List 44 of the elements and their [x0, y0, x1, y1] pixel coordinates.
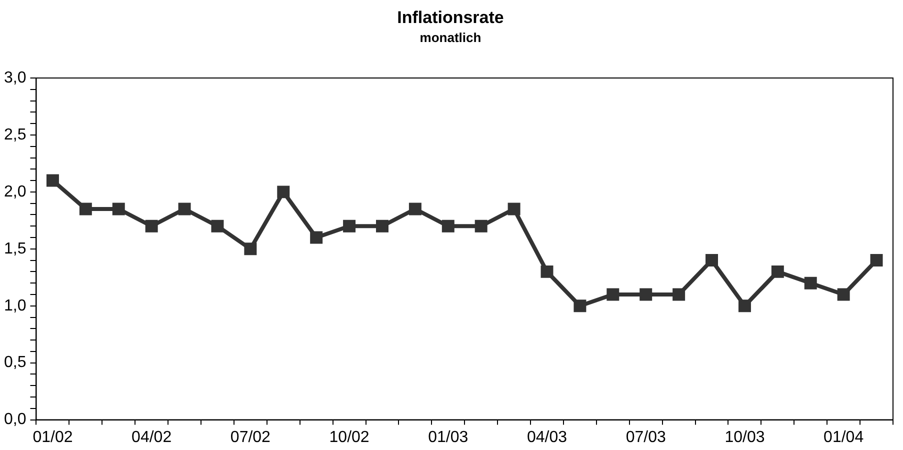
- point: [145, 220, 158, 232]
- point: [540, 265, 554, 278]
- y-tick-label: 2,5: [4, 126, 26, 144]
- point: [508, 202, 520, 216]
- point: [277, 186, 290, 198]
- point: [672, 288, 686, 301]
- x-tick-label: 04/02: [132, 428, 172, 446]
- point: [870, 254, 883, 267]
- x-tick-label: 01/02: [32, 428, 73, 446]
- chart-subtitle: monatlich: [420, 30, 482, 45]
- x-tick-label: 01/03: [428, 428, 468, 446]
- y-tick-label: 2,0: [4, 183, 26, 200]
- point: [79, 202, 92, 216]
- point: [574, 300, 586, 312]
- x-tick-label: 01/04: [824, 428, 864, 446]
- point: [112, 202, 125, 216]
- point: [211, 220, 224, 232]
- point: [244, 242, 257, 256]
- y-tick-label: 0,0: [4, 411, 26, 428]
- point: [738, 300, 751, 312]
- y-tick-label: 0,5: [4, 354, 26, 372]
- point: [837, 288, 850, 301]
- y-tick-label: 1,0: [4, 297, 26, 314]
- point: [442, 220, 454, 232]
- point: [178, 202, 191, 216]
- point: [408, 202, 422, 216]
- point: [310, 231, 323, 244]
- point: [46, 174, 59, 187]
- x-tick-label: 10/03: [724, 428, 765, 446]
- x-tick-label: 10/02: [329, 428, 370, 446]
- point: [771, 265, 784, 278]
- x-tick-label: 07/02: [230, 428, 271, 446]
- y-tick-label: 1,5: [4, 240, 26, 258]
- point: [804, 276, 817, 290]
- point: [474, 220, 488, 232]
- x-tick-label: 07/03: [626, 428, 666, 446]
- x-tick-label: 04/03: [526, 428, 568, 446]
- point: [343, 220, 356, 232]
- point: [606, 288, 620, 301]
- y-tick-label: 3,0: [4, 69, 26, 86]
- point: [640, 288, 652, 301]
- chart-title: Inflationsrate: [397, 8, 504, 27]
- point: [376, 220, 388, 232]
- point: [706, 254, 718, 267]
